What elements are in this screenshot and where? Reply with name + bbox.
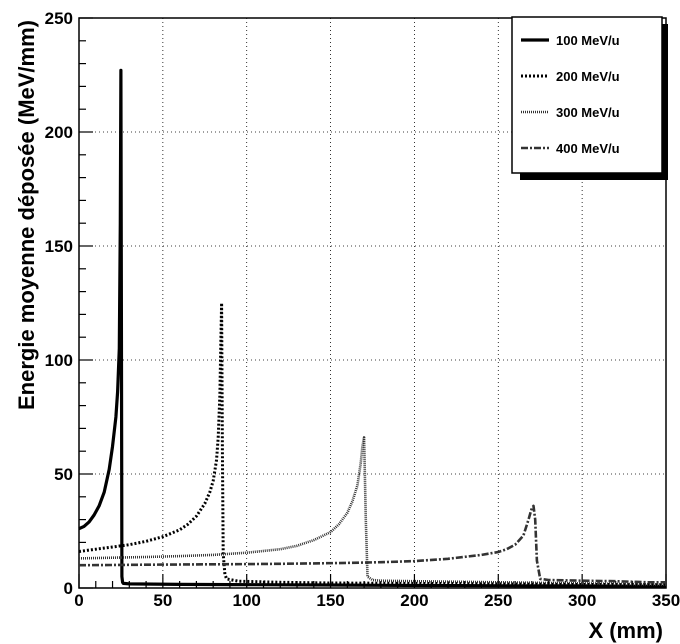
x-axis-title: X (mm)	[588, 618, 663, 643]
x-tick-label: 250	[484, 591, 512, 610]
x-tick-label: 100	[233, 591, 261, 610]
y-tick-label: 0	[64, 579, 73, 598]
legend-label-1: 100 MeV/u	[556, 33, 620, 48]
series-line-1	[78, 68, 666, 588]
legend-label-3: 300 MeV/u	[556, 105, 620, 120]
x-tick-label: 350	[652, 591, 680, 610]
y-tick-label: 50	[54, 465, 73, 484]
plot-frame	[78, 17, 667, 589]
legend-label-2: 200 MeV/u	[556, 69, 620, 84]
y-tick-label: 250	[45, 9, 73, 28]
x-tick-label: 300	[568, 591, 596, 610]
legend: 100 MeV/u 200 MeV/u 300 MeV/u 400 MeV/u	[521, 33, 620, 156]
x-tick-label: 50	[153, 591, 172, 610]
y-tick-label: 200	[45, 123, 73, 142]
series-line-2	[78, 301, 667, 587]
x-tick-label: 200	[400, 591, 428, 610]
y-tick-label: 100	[45, 351, 73, 370]
y-axis-title: Energie moyenne déposée (MeV/mm)	[14, 20, 39, 410]
series-line-4	[78, 504, 666, 584]
y-tick-label: 150	[45, 237, 73, 256]
series-group	[78, 68, 667, 588]
x-tick-label: 150	[316, 591, 344, 610]
series-line-3	[78, 436, 667, 586]
legend-label-4: 400 MeV/u	[556, 141, 620, 156]
x-tick-label: 0	[74, 591, 83, 610]
plot-area: 0 50 100 150 200 250 300 350 0 50 100 150 200 250 X (m…	[14, 9, 680, 643]
